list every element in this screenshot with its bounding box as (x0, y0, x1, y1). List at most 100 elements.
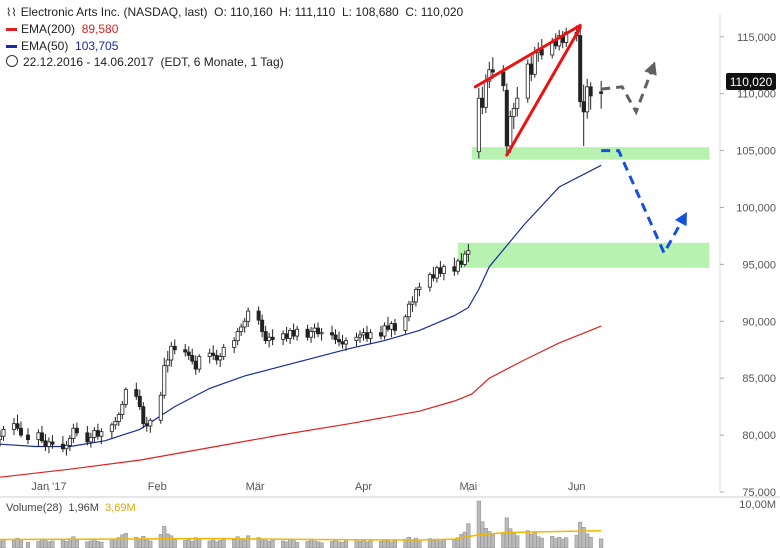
volume-bar (539, 537, 544, 548)
volume-bar (60, 539, 65, 548)
candle-body (288, 329, 293, 339)
x-tick-label: Apr (355, 481, 372, 493)
volume-bar (462, 531, 467, 548)
volume-bar (392, 540, 398, 548)
candle-body (281, 333, 286, 340)
volume-bar (452, 539, 457, 548)
candle-body (487, 69, 492, 82)
ema-lines (0, 164, 602, 478)
candle-body (260, 319, 265, 332)
candle-body (515, 97, 520, 109)
y-tick-label: 100,000 (736, 202, 776, 214)
candle-body (581, 101, 586, 113)
y-tick-label: 85,000 (742, 373, 776, 385)
candle-body (60, 443, 65, 450)
volume-bar (207, 540, 212, 548)
y-tick-label: 90,000 (742, 316, 776, 328)
wedge-line (505, 26, 582, 157)
volume-bar (536, 536, 541, 548)
candle-body (441, 266, 446, 274)
volume-bar (123, 533, 128, 548)
projection-down-arrow (601, 149, 687, 257)
candle-body (263, 331, 268, 342)
volume-bar (95, 541, 100, 548)
volume-bar (309, 538, 314, 548)
volume-bar (354, 539, 359, 548)
candle-body (361, 332, 366, 336)
candle-body (364, 332, 369, 339)
volume-bar (284, 541, 289, 548)
volume-bar (165, 533, 170, 548)
candle-body (354, 336, 359, 342)
volume-bar (340, 542, 345, 548)
volume-bar (295, 542, 300, 548)
x-tick-label: Jun (568, 481, 586, 493)
projection-up-arrow (601, 64, 656, 116)
volume-bar (441, 539, 446, 548)
volume-bar (389, 541, 394, 548)
volume-bar (361, 540, 366, 548)
volume-bar (144, 539, 149, 548)
y-tick-label: 110,000 (737, 89, 776, 101)
volume-bar (113, 538, 118, 548)
support-zones (457, 147, 710, 268)
volume-bar (92, 539, 97, 548)
candlesticks (0, 25, 604, 456)
candle-body (316, 327, 321, 335)
candle-body (36, 432, 41, 441)
candle-body (39, 432, 44, 442)
volume-bar (246, 535, 251, 548)
volume-bar (270, 539, 275, 548)
ema200-label: EMA(200) (21, 22, 76, 36)
candle-body (18, 427, 23, 436)
ema200-line (0, 325, 602, 478)
volume-bar (218, 540, 223, 548)
volume-bar (459, 534, 464, 548)
volume-bar (162, 526, 167, 548)
candle-body (197, 356, 202, 370)
volume-bar (434, 538, 439, 548)
y-tick-label: 75,000 (742, 487, 776, 499)
volume-value: 1,96M (68, 502, 99, 514)
volume-bar (25, 542, 31, 548)
volume-bar (281, 540, 286, 548)
volume-bar (88, 540, 93, 548)
volume-bar (148, 540, 153, 548)
candle-body (186, 351, 191, 356)
volume-bar (525, 530, 530, 548)
volume-bar (585, 533, 590, 548)
candle-body (431, 274, 436, 279)
candle-body (256, 310, 261, 321)
volume-bar (291, 540, 296, 548)
x-tick-label: Mai (459, 481, 477, 493)
candle-body (312, 327, 317, 332)
volume-bar (172, 538, 177, 548)
clock-icon (6, 55, 18, 67)
x-tick-label: Mär (246, 481, 265, 493)
candle-body (123, 389, 128, 405)
candle-body (483, 80, 488, 108)
candle-body (438, 267, 443, 274)
volume-bar (532, 532, 537, 548)
candle-body (11, 423, 16, 430)
candle-body (466, 250, 471, 255)
volume-bar (43, 540, 48, 548)
candle-body (480, 97, 485, 108)
volume-bar (378, 541, 384, 548)
candle-body (452, 266, 457, 272)
ema200-value: 89,580 (81, 22, 119, 36)
volume-bar (382, 539, 387, 548)
y-tick-label: 80,000 (742, 430, 776, 442)
candle-body (137, 395, 142, 408)
volume-bar (333, 540, 338, 548)
projection-down-arrow-arrowhead (675, 212, 687, 227)
candle-body (232, 340, 237, 348)
volume-bar (109, 540, 114, 548)
volume-bar (1, 539, 6, 548)
candle-body (169, 345, 174, 361)
volume-bar (46, 541, 51, 548)
volume-bar (11, 540, 17, 548)
volume-bar (553, 538, 558, 548)
volume-bar (550, 536, 555, 548)
